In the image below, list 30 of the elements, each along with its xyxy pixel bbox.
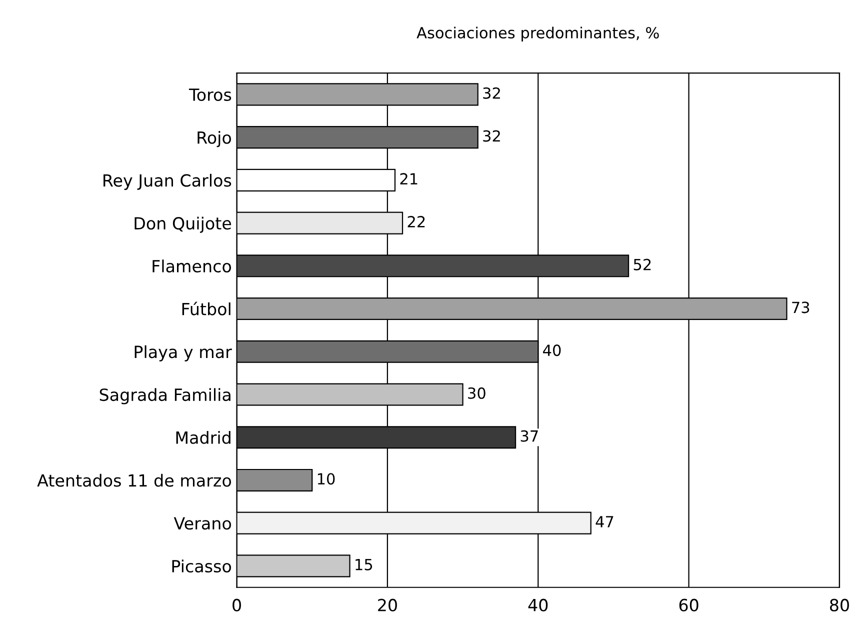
y-tick-label: Playa y mar [134, 345, 232, 362]
y-tick-label: Verano [174, 517, 231, 530]
x-tick-label: 40 [528, 598, 548, 612]
data-label: 15 [356, 559, 372, 570]
y-tick-label: Madrid [176, 431, 230, 444]
x-tick-label: 0 [232, 598, 241, 612]
data-label: 30 [468, 387, 486, 399]
data-label: 32 [483, 130, 500, 142]
x-tick-label: 80 [830, 598, 849, 612]
data-label: 73 [792, 302, 810, 314]
y-tick-label: Flamenco [152, 260, 232, 272]
data-label: 32 [483, 87, 500, 99]
y-tick-label: Picasso [172, 560, 232, 573]
y-tick-label: Toros [188, 88, 232, 102]
x-tick-label: 60 [679, 598, 698, 612]
x-tick-label: 20 [378, 598, 397, 612]
y-tick-label: Don Quijote [134, 216, 232, 233]
data-label: 22 [408, 216, 425, 228]
data-label: 10 [318, 473, 335, 485]
data-label: 52 [634, 258, 651, 270]
y-tick-label: Atentados 11 de marzo [37, 474, 232, 487]
data-label: 47 [596, 516, 614, 528]
y-tick-label: Sagrada Familia [100, 388, 230, 404]
data-label: 21 [400, 173, 418, 184]
chart-title: Asociaciones predominantes, % [416, 26, 659, 42]
data-label: 40 [543, 344, 561, 356]
y-tick-label: Fútbol [182, 302, 230, 316]
y-tick-label: Rey Juan Carlos [104, 174, 232, 190]
data-label: 37 [520, 430, 538, 442]
y-tick-label: Rojo [198, 130, 231, 148]
